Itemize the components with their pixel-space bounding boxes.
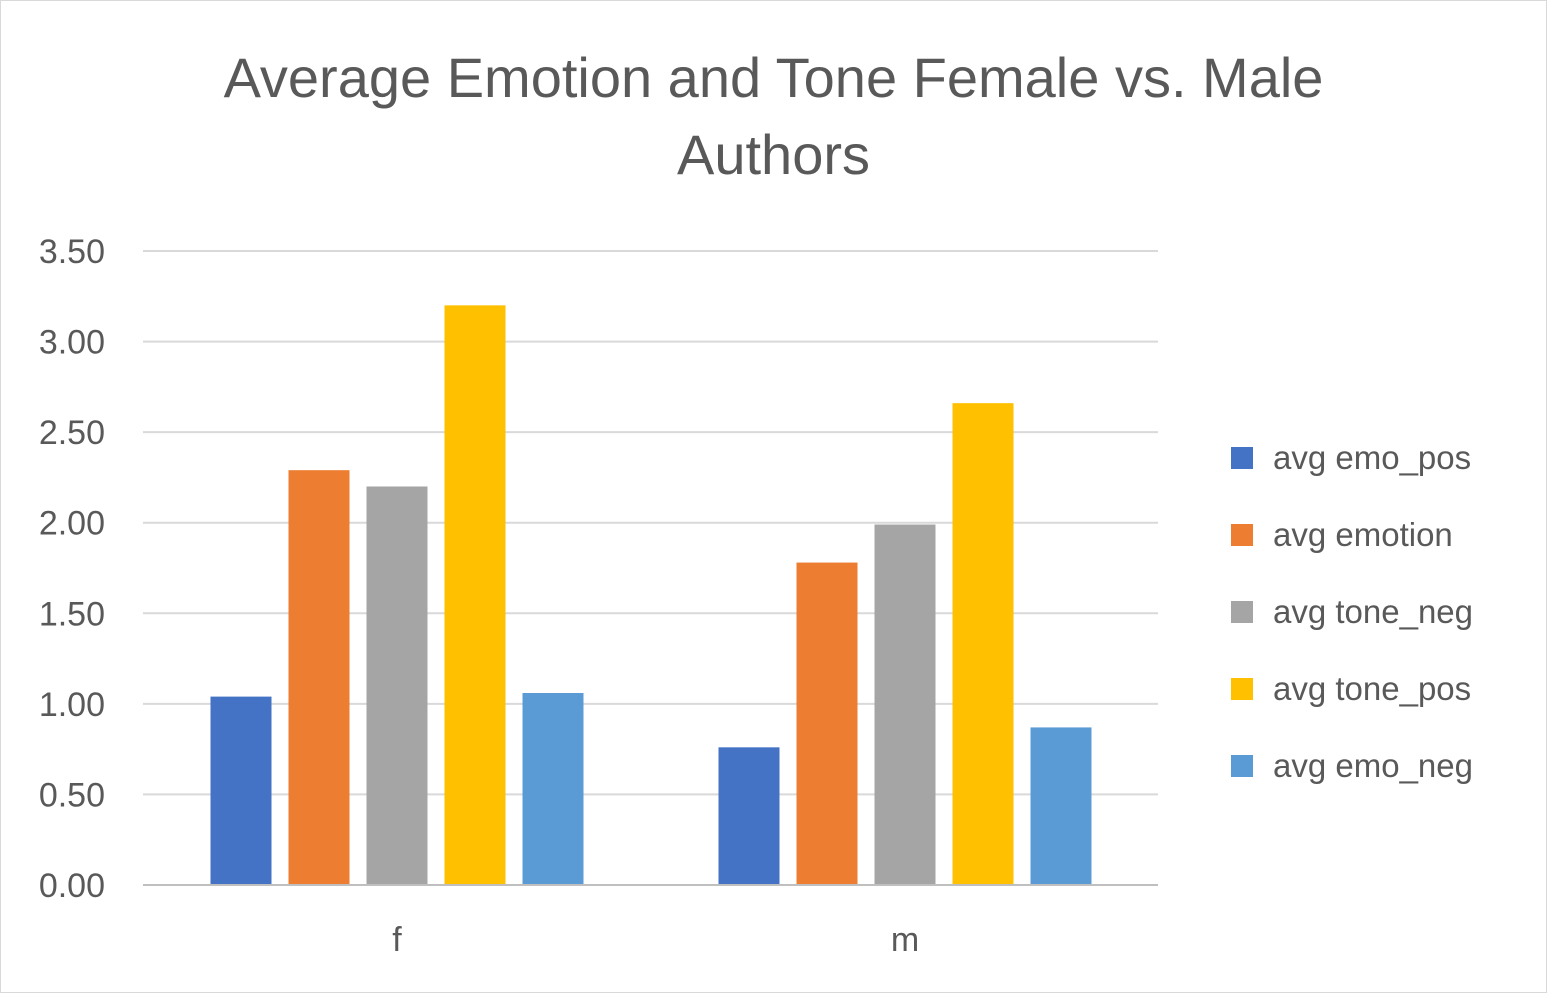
bar-avg-tone-pos-m [952, 403, 1014, 885]
legend-label: avg tone_neg [1273, 592, 1474, 630]
y-tick-label: 1.00 [39, 686, 105, 724]
chart-title-line-1: Average Emotion and Tone Female vs. Male [223, 46, 1324, 109]
legend-item: avg emo_pos [1231, 419, 1541, 496]
legend-item: avg tone_neg [1231, 573, 1541, 650]
bar-avg-tone-pos-f [444, 305, 506, 885]
legend-swatch [1231, 600, 1253, 623]
legend-label: avg tone_pos [1273, 669, 1472, 707]
y-tick-label: 2.00 [39, 505, 105, 543]
chart-title-line-2: Authors [677, 123, 870, 186]
y-tick-label: 3.00 [39, 324, 105, 362]
legend-item: avg emo_neg [1231, 727, 1541, 804]
legend-label: avg emo_pos [1273, 438, 1472, 476]
legend-swatch [1231, 523, 1253, 546]
x-tick-label: m [891, 921, 919, 959]
y-tick-label: 0.00 [39, 867, 105, 905]
y-tick-label: 0.50 [39, 776, 105, 814]
legend-swatch [1231, 754, 1253, 777]
bar-avg-tone-neg-f [366, 486, 428, 885]
legend-swatch [1231, 446, 1253, 469]
y-tick-label: 2.50 [39, 414, 105, 452]
bar-avg-emo-neg-m [1030, 727, 1092, 885]
bar-avg-emotion-f [288, 470, 350, 885]
y-tick-label: 1.50 [39, 595, 105, 633]
legend-swatch [1231, 677, 1253, 700]
chart-title: Average Emotion and Tone Female vs. Male… [1, 39, 1546, 193]
legend-item: avg emotion [1231, 496, 1541, 573]
x-tick-label: f [392, 921, 402, 959]
bar-avg-tone-neg-m [874, 524, 936, 885]
y-tick-label: 3.50 [39, 233, 105, 271]
bar-avg-emo-pos-m [718, 747, 780, 885]
bar-avg-emotion-m [796, 562, 858, 885]
bar-avg-emo-neg-f [522, 692, 584, 885]
legend-label: avg emo_neg [1273, 746, 1473, 784]
legend-item: avg tone_pos [1231, 650, 1541, 727]
legend-label: avg emotion [1273, 515, 1453, 553]
bar-avg-emo-pos-f [210, 696, 272, 885]
